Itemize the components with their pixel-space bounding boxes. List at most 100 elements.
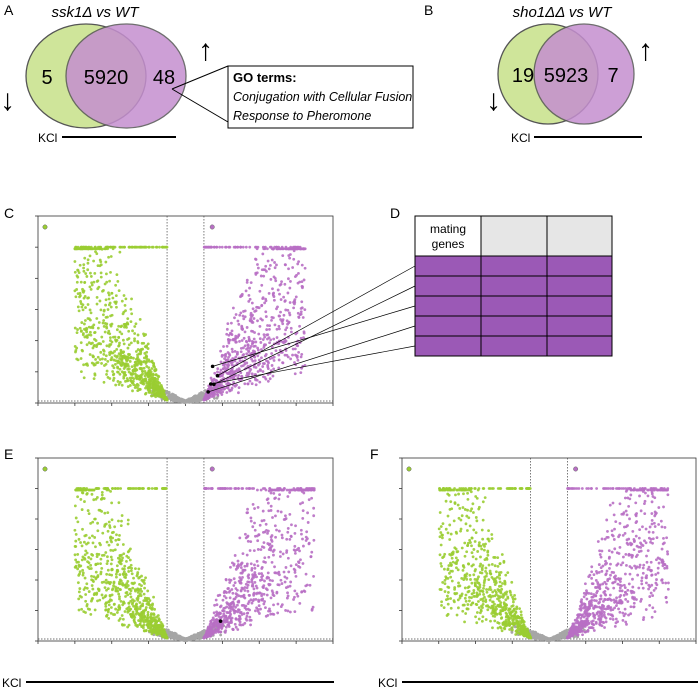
- down-regulated-point: [114, 383, 118, 387]
- up-regulated-point: [269, 277, 273, 281]
- down-regulated-point: [87, 341, 91, 345]
- up-regulated-point: [231, 350, 234, 354]
- table-header-cell: [414, 215, 482, 257]
- up-regulated-point: [261, 252, 265, 256]
- down-regulated-point: [129, 379, 133, 383]
- down-regulated-point: [89, 311, 93, 315]
- up-regulated-point: [248, 615, 252, 619]
- up-regulated-point: [256, 506, 260, 509]
- up-regulated-point: [257, 599, 261, 603]
- down-regulated-point: [134, 245, 138, 249]
- up-regulated-point: [232, 609, 236, 613]
- up-regulated-point: [312, 514, 316, 518]
- down-regulated-point: [99, 562, 102, 566]
- down-regulated-point: [129, 563, 133, 567]
- up-regulated-point: [263, 354, 267, 358]
- up-regulated-point: [282, 570, 286, 574]
- up-regulated-point: [265, 593, 269, 597]
- down-regulated-point: [114, 294, 118, 298]
- up-regulated-point: [249, 281, 253, 285]
- down-regulated-point: [135, 382, 139, 386]
- up-regulated-point: [250, 372, 254, 376]
- neutral-point: [544, 637, 548, 640]
- down-regulated-point: [95, 302, 99, 306]
- up-regulated-point: [263, 487, 267, 490]
- up-regulated-point: [262, 333, 266, 337]
- up-regulated-point: [304, 539, 308, 542]
- up-regulated-point: [219, 604, 223, 608]
- up-regulated-point: [262, 518, 266, 522]
- down-regulated-point: [148, 368, 152, 372]
- up-regulated-point: [269, 504, 273, 508]
- up-regulated-point: [237, 487, 240, 490]
- down-regulated-point: [100, 553, 104, 557]
- neutral-point: [533, 637, 537, 641]
- down-regulated-point: [107, 603, 111, 607]
- up-regulated-point: [301, 509, 305, 513]
- down-regulated-point: [109, 562, 113, 566]
- down-regulated-point: [96, 361, 100, 364]
- down-regulated-point: [108, 353, 112, 357]
- down-regulated-point: [112, 530, 115, 534]
- down-regulated-point: [150, 487, 154, 490]
- up-regulated-point: [297, 271, 300, 275]
- up-regulated-point: [283, 580, 287, 584]
- up-regulated-point: [293, 589, 297, 593]
- up-regulated-point: [296, 488, 300, 492]
- down-regulated-point: [128, 558, 132, 562]
- down-regulated-point: [118, 341, 121, 345]
- neutral-point: [179, 637, 183, 640]
- up-regulated-point: [227, 355, 230, 359]
- up-regulated-point: [286, 556, 290, 560]
- up-regulated-point: [262, 546, 266, 549]
- up-regulated-point: [288, 513, 292, 516]
- down-regulated-point: [82, 269, 86, 273]
- down-regulated-point: [74, 245, 77, 249]
- down-regulated-point: [80, 607, 84, 611]
- up-regulated-point: [214, 620, 218, 624]
- up-regulated-point: [242, 604, 246, 607]
- up-regulated-point: [215, 610, 219, 614]
- down-regulated-point: [125, 377, 129, 380]
- down-regulated-point: [126, 522, 130, 526]
- up-regulated-point: [293, 531, 297, 535]
- down-regulated-point: [97, 342, 100, 346]
- table-header-label: genes: [432, 237, 465, 251]
- down-regulated-point: [96, 521, 99, 525]
- down-regulated-point: [106, 555, 109, 559]
- up-regulated-point: [277, 497, 281, 501]
- up-regulated-point: [261, 509, 265, 513]
- up-regulated-point: [247, 339, 251, 343]
- up-regulated-point: [206, 393, 209, 397]
- up-regulated-point: [274, 535, 277, 539]
- up-regulated-point: [296, 358, 300, 362]
- up-regulated-point: [290, 523, 293, 527]
- up-regulated-point: [246, 382, 250, 386]
- up-regulated-point: [270, 538, 273, 542]
- down-regulated-point: [152, 616, 156, 619]
- up-regulated-point: [254, 609, 257, 613]
- up-regulated-point: [269, 338, 273, 342]
- up-regulated-point: [249, 519, 253, 523]
- up-regulated-point: [252, 344, 256, 348]
- up-regulated-point: [229, 321, 233, 325]
- down-regulated-point: [142, 487, 145, 490]
- up-regulated-point: [243, 330, 247, 334]
- table-cell: [546, 335, 613, 357]
- down-regulated-point: [111, 364, 115, 368]
- go-callout-line-bottom: [171, 88, 229, 123]
- down-regulated-point: [131, 379, 135, 383]
- up-regulated-point: [227, 625, 231, 628]
- down-regulated-point: [85, 551, 89, 555]
- down-regulated-point: [74, 295, 78, 299]
- up-regulated-point: [300, 300, 304, 304]
- volcano-plot-c: [35, 215, 334, 406]
- down-regulated-point: [124, 379, 127, 383]
- up-regulated-point: [238, 611, 242, 614]
- up-regulated-point: [309, 555, 313, 558]
- up-regulated-point: [217, 390, 220, 394]
- down-regulated-point: [92, 575, 96, 579]
- down-regulated-point: [86, 317, 90, 320]
- up-regulated-point: [224, 578, 228, 582]
- down-regulated-point: [126, 355, 129, 359]
